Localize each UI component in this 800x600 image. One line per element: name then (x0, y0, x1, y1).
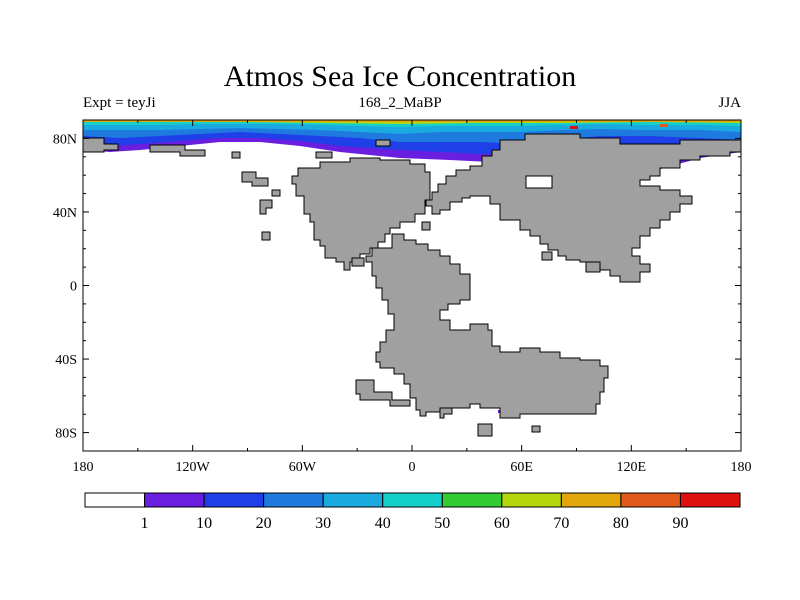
x-tick-label: 180 (731, 460, 752, 475)
x-tick-label: 120W (176, 460, 211, 475)
y-tick-label: 0 (70, 280, 77, 295)
y-tick-label: 80N (53, 132, 77, 147)
land-small-island (231, 151, 241, 159)
land-arctic-islands (149, 144, 206, 157)
land-small-island (261, 231, 271, 241)
colorbar-label: 90 (672, 515, 688, 532)
land-inland-lake (525, 175, 553, 189)
colorbar-label: 40 (375, 515, 391, 532)
land-small-island (351, 257, 365, 267)
land-small-island (259, 199, 273, 215)
colorbar-swatch (679, 492, 741, 508)
colorbar-swatch (203, 492, 265, 508)
land-small-island (541, 251, 553, 261)
season-label: JJA (718, 95, 741, 111)
colorbar-swatch (382, 492, 443, 508)
colorbar-label: 20 (256, 515, 272, 532)
land-small-island (531, 425, 541, 433)
colorbar-swatch (263, 492, 324, 508)
land-small-island (421, 221, 431, 231)
colorbar-label: 80 (613, 515, 629, 532)
land-small-island (315, 151, 333, 159)
colorbar-swatch (620, 492, 681, 508)
land-south-island (355, 379, 411, 407)
colorbar-swatch (84, 492, 146, 508)
land-small-island (375, 139, 391, 147)
colorbar-swatch (441, 492, 503, 508)
sea-ice-patch (570, 126, 578, 129)
colorbar-label: 1 (141, 515, 149, 532)
land-continent-north (425, 133, 741, 283)
map-plot-area (83, 120, 741, 437)
colorbar-label: 10 (196, 515, 212, 532)
colorbar: 1 10 20 30 40 50 60 70 80 90 (84, 492, 741, 532)
colorbar-swatch (501, 492, 562, 508)
land-small-island (271, 189, 281, 197)
axis-tick-labels: 180 120W 60W 0 60E 120E 180 80N 40N 0 40S 80S (53, 132, 752, 475)
x-tick-label: 0 (409, 460, 416, 475)
land-masses (83, 133, 741, 437)
land-small-island (585, 261, 601, 273)
map-title: Atmos Sea Ice Concentration (223, 60, 577, 93)
axis-ticks (82, 119, 742, 452)
land-continent-west (291, 157, 431, 271)
experiment-label: Expt = teyJi (83, 95, 156, 111)
x-tick-label: 120E (617, 460, 647, 475)
land-small-island (477, 423, 493, 437)
land-continent-south (365, 233, 609, 419)
y-tick-label: 80S (55, 427, 77, 442)
colorbar-swatch (322, 492, 384, 508)
y-tick-label: 40N (53, 206, 77, 221)
colorbar-label: 70 (553, 515, 569, 532)
x-tick-label: 60E (510, 460, 533, 475)
period-label: 168_2_MaBP (358, 95, 442, 111)
colorbar-label: 50 (434, 515, 450, 532)
colorbar-swatch (144, 492, 205, 508)
colorbar-swatch (560, 492, 622, 508)
colorbar-label: 60 (494, 515, 510, 532)
y-tick-label: 40S (55, 353, 77, 368)
x-tick-label: 60W (289, 460, 317, 475)
x-tick-label: 180 (73, 460, 94, 475)
colorbar-label: 30 (315, 515, 331, 532)
sea-ice-patch (660, 124, 668, 127)
land-small-island (241, 171, 269, 187)
land-arctic-west (83, 137, 119, 153)
land-small-island (439, 407, 453, 419)
